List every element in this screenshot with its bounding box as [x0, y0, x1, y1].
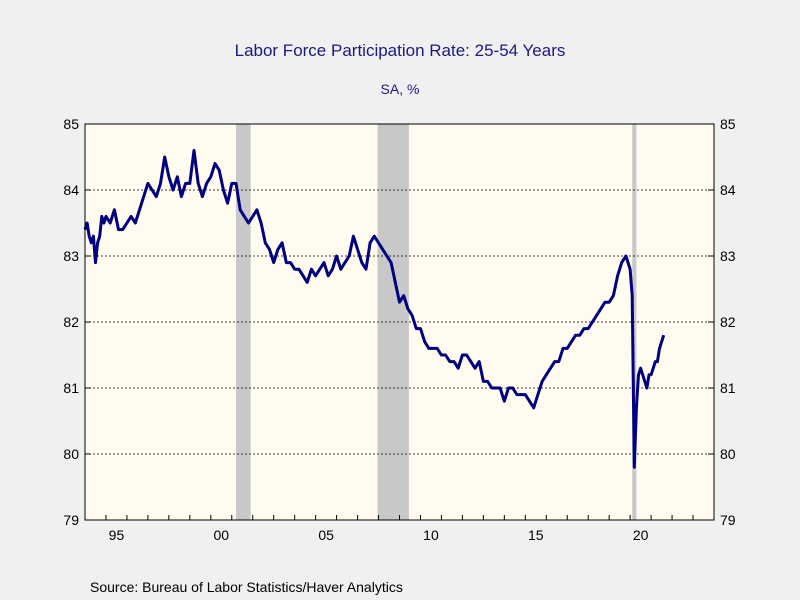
xtick-label-20: 20	[633, 527, 649, 543]
xtick-label-05: 05	[318, 527, 334, 543]
chart-title: Labor Force Participation Rate: 25-54 Ye…	[235, 41, 566, 60]
series-line	[83, 148, 666, 469]
ytick-label-right-84: 84	[720, 182, 736, 198]
chart-subtitle: SA, %	[381, 81, 420, 97]
xtick-label-15: 15	[528, 527, 544, 543]
ytick-label-left-80: 80	[63, 446, 79, 462]
ytick-label-right-81: 81	[720, 380, 736, 396]
ytick-label-left-82: 82	[63, 314, 79, 330]
ytick-label-right-79: 79	[720, 512, 736, 528]
xtick-label-95: 95	[109, 527, 125, 543]
ytick-label-left-81: 81	[63, 380, 79, 396]
source-note: Source: Bureau of Labor Statistics/Haver…	[90, 579, 403, 595]
ytick-label-right-80: 80	[720, 446, 736, 462]
gridlines	[85, 189, 714, 455]
axis-ticks: 79 79 80 80 81 81 82 82 83 83 84 84 85 85 95 00 05 10 15 20	[63, 116, 735, 543]
xtick-label-10: 10	[423, 527, 439, 543]
xtick-label-00: 00	[213, 527, 229, 543]
ytick-label-right-83: 83	[720, 248, 736, 264]
ytick-label-right-85: 85	[720, 116, 736, 132]
ytick-label-left-79: 79	[63, 512, 79, 528]
ytick-label-left-85: 85	[63, 116, 79, 132]
ytick-label-left-84: 84	[63, 182, 79, 198]
ytick-label-right-82: 82	[720, 314, 736, 330]
ytick-label-left-83: 83	[63, 248, 79, 264]
